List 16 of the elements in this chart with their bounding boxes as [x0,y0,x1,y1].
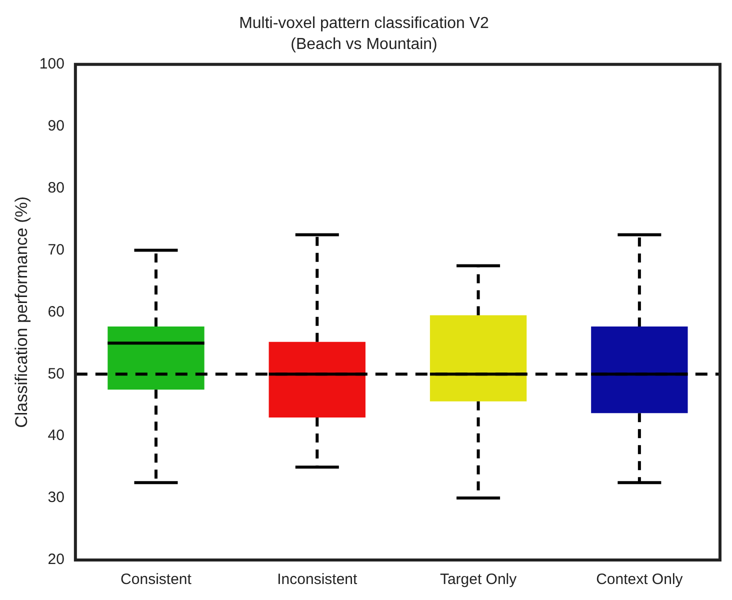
y-tick-label: 60 [48,303,64,320]
y-tick-label: 80 [48,179,64,196]
y-tick-label: 70 [48,241,64,258]
x-tick-label: Inconsistent [277,571,358,588]
y-tick-label: 20 [48,551,64,568]
y-tick-label: 40 [48,427,64,444]
x-tick-label: Context Only [596,571,684,588]
y-tick-label: 50 [48,365,64,382]
x-tick-label: Consistent [120,571,192,588]
y-tick-label: 100 [39,56,64,73]
x-tick-label: Target Only [440,571,518,588]
chart-subtitle: (Beach vs Mountain) [290,36,438,54]
y-axis-title: Classification performance (%) [12,196,31,428]
chart-title: Multi-voxel pattern classification V2 [239,15,490,32]
y-tick-label: 90 [48,117,64,134]
y-tick-label: 30 [48,489,64,506]
